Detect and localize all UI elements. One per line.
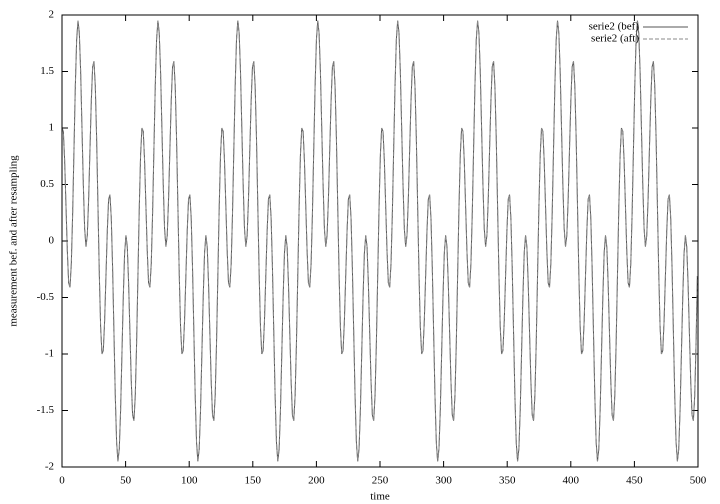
x-tick-label: 450 bbox=[626, 475, 643, 487]
y-tick-label: 1 bbox=[49, 122, 55, 134]
legend-label: serie2 (bef) bbox=[589, 21, 640, 33]
y-tick-label: 2 bbox=[49, 9, 55, 21]
x-tick-label: 150 bbox=[245, 475, 262, 487]
y-tick-label: 1.5 bbox=[40, 65, 54, 77]
line-series bbox=[61, 20, 698, 462]
x-tick-label: 0 bbox=[59, 475, 65, 487]
y-tick-label: -1 bbox=[45, 348, 54, 360]
x-tick-label: 100 bbox=[181, 475, 198, 487]
x-tick-label: 300 bbox=[435, 475, 452, 487]
x-tick-label: 250 bbox=[372, 475, 389, 487]
x-tick-label: 500 bbox=[690, 475, 707, 487]
x-tick-label: 200 bbox=[308, 475, 325, 487]
y-tick-label: -2 bbox=[45, 461, 54, 473]
line-series bbox=[61, 20, 698, 462]
y-axis-label: measurement bef. and after resampling bbox=[8, 155, 20, 327]
y-tick-label: 0 bbox=[49, 235, 55, 247]
y-tick-label: -0.5 bbox=[37, 291, 55, 303]
x-tick-label: 350 bbox=[499, 475, 516, 487]
legend-label: serie2 (aft) bbox=[591, 33, 639, 45]
x-tick-label: 50 bbox=[120, 475, 132, 487]
y-tick-label: -1.5 bbox=[37, 404, 55, 416]
y-tick-label: 0.5 bbox=[40, 178, 54, 190]
x-tick-label: 400 bbox=[563, 475, 580, 487]
x-axis-label: time bbox=[370, 491, 390, 503]
plot-frame bbox=[61, 14, 699, 468]
